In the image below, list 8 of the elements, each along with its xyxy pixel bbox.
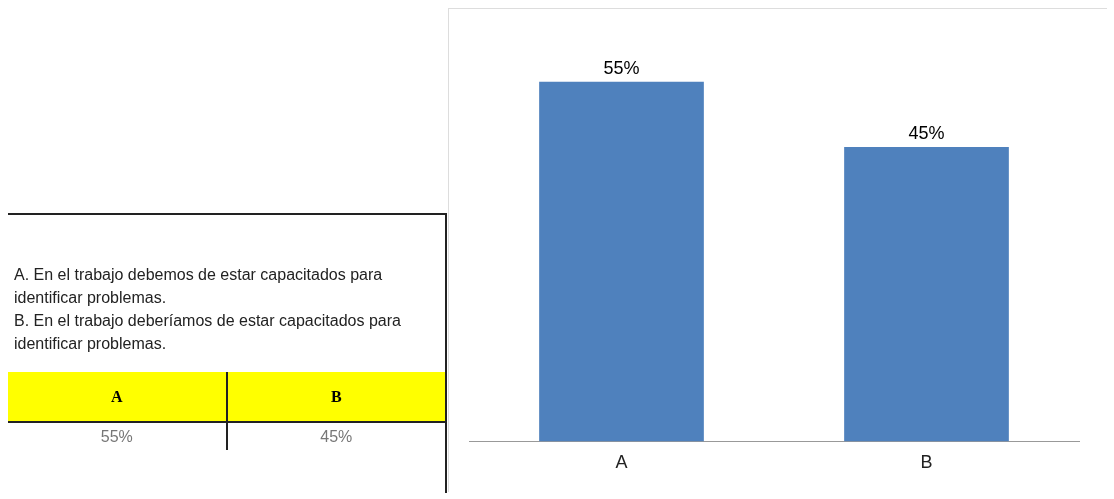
category-label: A (110, 387, 123, 405)
text: A. En el trabajo debemos de estar capacitados para identificar problemas. (14, 265, 384, 308)
data-label: 45% (908, 123, 945, 144)
text: 55% (100, 427, 133, 445)
text: B. En el trabajo deberíamos de estar capacitados para identificar problemas. (14, 311, 402, 354)
text: 45% (320, 427, 353, 445)
data-label: 55% (603, 57, 640, 78)
category-label: B (330, 387, 342, 405)
